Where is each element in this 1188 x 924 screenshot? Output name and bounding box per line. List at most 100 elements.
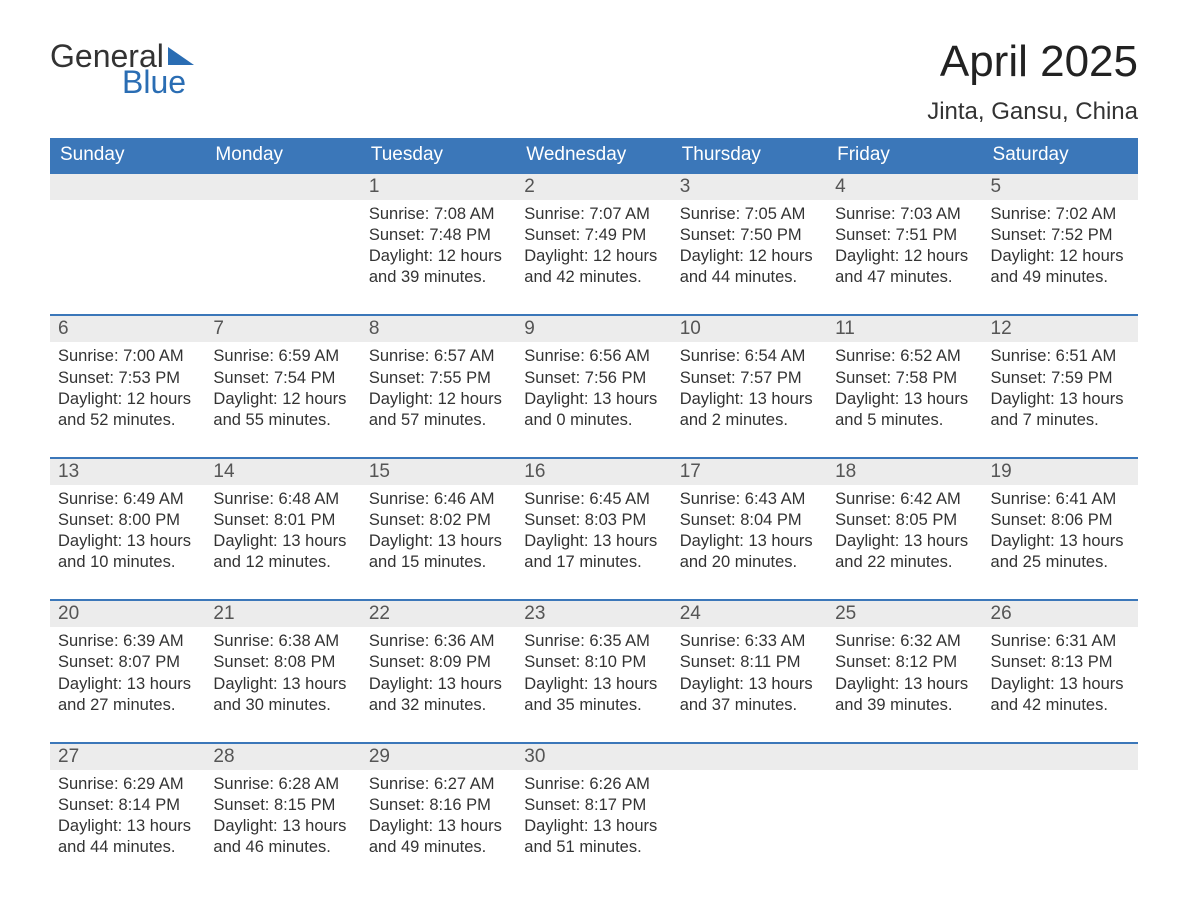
day-details: Sunrise: 7:00 AMSunset: 7:53 PMDaylight:… xyxy=(50,342,205,456)
daylight-text: and 39 minutes. xyxy=(835,695,974,716)
day-number: 9 xyxy=(516,316,671,342)
daylight-text: Daylight: 13 hours xyxy=(369,531,508,552)
sunrise-text: Sunrise: 7:08 AM xyxy=(369,204,508,225)
day-header: Thursday xyxy=(672,138,827,173)
daylight-text: Daylight: 13 hours xyxy=(369,816,508,837)
daylight-text: Daylight: 13 hours xyxy=(58,674,197,695)
calendar-cell: 20Sunrise: 6:39 AMSunset: 8:07 PMDayligh… xyxy=(50,600,205,742)
calendar-cell: 9Sunrise: 6:56 AMSunset: 7:56 PMDaylight… xyxy=(516,315,671,457)
calendar-cell: 29Sunrise: 6:27 AMSunset: 8:16 PMDayligh… xyxy=(361,743,516,884)
sunrise-text: Sunrise: 6:54 AM xyxy=(680,346,819,367)
calendar-cell: 28Sunrise: 6:28 AMSunset: 8:15 PMDayligh… xyxy=(205,743,360,884)
daylight-text: and 44 minutes. xyxy=(58,837,197,858)
calendar-body: 1Sunrise: 7:08 AMSunset: 7:48 PMDaylight… xyxy=(50,173,1138,884)
sunrise-text: Sunrise: 7:07 AM xyxy=(524,204,663,225)
sunrise-text: Sunrise: 7:00 AM xyxy=(58,346,197,367)
sunrise-text: Sunrise: 6:38 AM xyxy=(213,631,352,652)
day-details: Sunrise: 6:31 AMSunset: 8:13 PMDaylight:… xyxy=(983,627,1138,741)
calendar-cell: 6Sunrise: 7:00 AMSunset: 7:53 PMDaylight… xyxy=(50,315,205,457)
calendar-cell: 1Sunrise: 7:08 AMSunset: 7:48 PMDaylight… xyxy=(361,173,516,315)
daylight-text: Daylight: 12 hours xyxy=(991,246,1130,267)
day-number: 8 xyxy=(361,316,516,342)
day-details xyxy=(983,770,1138,870)
daylight-text: and 52 minutes. xyxy=(58,410,197,431)
daylight-text: and 55 minutes. xyxy=(213,410,352,431)
day-number: 13 xyxy=(50,459,205,485)
calendar-cell: 5Sunrise: 7:02 AMSunset: 7:52 PMDaylight… xyxy=(983,173,1138,315)
daylight-text: and 22 minutes. xyxy=(835,552,974,573)
sunrise-text: Sunrise: 6:36 AM xyxy=(369,631,508,652)
sail-icon xyxy=(168,47,194,65)
sunrise-text: Sunrise: 6:39 AM xyxy=(58,631,197,652)
day-details: Sunrise: 6:36 AMSunset: 8:09 PMDaylight:… xyxy=(361,627,516,741)
calendar-cell xyxy=(672,743,827,884)
daylight-text: Daylight: 12 hours xyxy=(369,389,508,410)
day-number xyxy=(50,174,205,200)
daylight-text: and 47 minutes. xyxy=(835,267,974,288)
calendar-cell: 30Sunrise: 6:26 AMSunset: 8:17 PMDayligh… xyxy=(516,743,671,884)
sunrise-text: Sunrise: 6:27 AM xyxy=(369,774,508,795)
daylight-text: Daylight: 13 hours xyxy=(213,531,352,552)
daylight-text: Daylight: 13 hours xyxy=(524,674,663,695)
daylight-text: Daylight: 12 hours xyxy=(680,246,819,267)
day-number: 30 xyxy=(516,744,671,770)
sunrise-text: Sunrise: 6:52 AM xyxy=(835,346,974,367)
sunset-text: Sunset: 7:50 PM xyxy=(680,225,819,246)
logo: General Blue xyxy=(50,40,194,98)
sunrise-text: Sunrise: 6:33 AM xyxy=(680,631,819,652)
sunrise-text: Sunrise: 6:32 AM xyxy=(835,631,974,652)
daylight-text: Daylight: 13 hours xyxy=(991,389,1130,410)
day-number: 5 xyxy=(983,174,1138,200)
calendar-cell: 26Sunrise: 6:31 AMSunset: 8:13 PMDayligh… xyxy=(983,600,1138,742)
daylight-text: Daylight: 12 hours xyxy=(835,246,974,267)
day-details: Sunrise: 6:41 AMSunset: 8:06 PMDaylight:… xyxy=(983,485,1138,599)
day-number: 24 xyxy=(672,601,827,627)
calendar-page: General Blue April 2025 Jinta, Gansu, Ch… xyxy=(0,0,1188,924)
day-header: Tuesday xyxy=(361,138,516,173)
daylight-text: and 37 minutes. xyxy=(680,695,819,716)
calendar-cell: 17Sunrise: 6:43 AMSunset: 8:04 PMDayligh… xyxy=(672,458,827,600)
day-details: Sunrise: 6:28 AMSunset: 8:15 PMDaylight:… xyxy=(205,770,360,884)
daylight-text: Daylight: 13 hours xyxy=(524,531,663,552)
sunset-text: Sunset: 8:06 PM xyxy=(991,510,1130,531)
day-details: Sunrise: 6:51 AMSunset: 7:59 PMDaylight:… xyxy=(983,342,1138,456)
calendar-cell: 8Sunrise: 6:57 AMSunset: 7:55 PMDaylight… xyxy=(361,315,516,457)
daylight-text: Daylight: 13 hours xyxy=(524,816,663,837)
day-details: Sunrise: 7:02 AMSunset: 7:52 PMDaylight:… xyxy=(983,200,1138,314)
sunset-text: Sunset: 8:11 PM xyxy=(680,652,819,673)
daylight-text: Daylight: 13 hours xyxy=(524,389,663,410)
calendar-header-row: Sunday Monday Tuesday Wednesday Thursday… xyxy=(50,138,1138,173)
calendar-cell: 11Sunrise: 6:52 AMSunset: 7:58 PMDayligh… xyxy=(827,315,982,457)
daylight-text: and 10 minutes. xyxy=(58,552,197,573)
day-number: 19 xyxy=(983,459,1138,485)
day-number xyxy=(672,744,827,770)
day-number: 16 xyxy=(516,459,671,485)
sunset-text: Sunset: 8:07 PM xyxy=(58,652,197,673)
day-number: 7 xyxy=(205,316,360,342)
calendar-cell: 2Sunrise: 7:07 AMSunset: 7:49 PMDaylight… xyxy=(516,173,671,315)
day-header: Saturday xyxy=(983,138,1138,173)
daylight-text: and 49 minutes. xyxy=(369,837,508,858)
sunrise-text: Sunrise: 6:59 AM xyxy=(213,346,352,367)
sunset-text: Sunset: 8:10 PM xyxy=(524,652,663,673)
day-details: Sunrise: 7:07 AMSunset: 7:49 PMDaylight:… xyxy=(516,200,671,314)
sunrise-text: Sunrise: 6:29 AM xyxy=(58,774,197,795)
sunrise-text: Sunrise: 7:02 AM xyxy=(991,204,1130,225)
daylight-text: Daylight: 13 hours xyxy=(58,531,197,552)
day-number: 28 xyxy=(205,744,360,770)
day-details xyxy=(672,770,827,870)
day-details: Sunrise: 6:46 AMSunset: 8:02 PMDaylight:… xyxy=(361,485,516,599)
day-number: 6 xyxy=(50,316,205,342)
day-details: Sunrise: 6:42 AMSunset: 8:05 PMDaylight:… xyxy=(827,485,982,599)
sunset-text: Sunset: 8:02 PM xyxy=(369,510,508,531)
day-details: Sunrise: 6:49 AMSunset: 8:00 PMDaylight:… xyxy=(50,485,205,599)
daylight-text: and 12 minutes. xyxy=(213,552,352,573)
day-number: 2 xyxy=(516,174,671,200)
day-header: Friday xyxy=(827,138,982,173)
calendar-week-row: 27Sunrise: 6:29 AMSunset: 8:14 PMDayligh… xyxy=(50,743,1138,884)
daylight-text: and 0 minutes. xyxy=(524,410,663,431)
day-details: Sunrise: 6:38 AMSunset: 8:08 PMDaylight:… xyxy=(205,627,360,741)
daylight-text: Daylight: 13 hours xyxy=(991,531,1130,552)
daylight-text: Daylight: 13 hours xyxy=(991,674,1130,695)
daylight-text: and 46 minutes. xyxy=(213,837,352,858)
